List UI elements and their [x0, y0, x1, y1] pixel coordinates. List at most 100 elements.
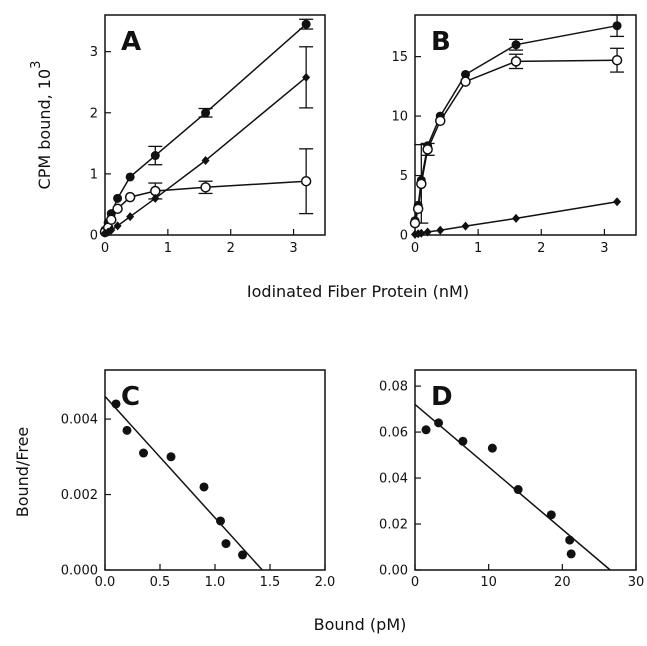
fit-line: [104, 395, 263, 571]
y-tick-label: 0.08: [379, 380, 408, 395]
data-point-filled-circle: [566, 549, 576, 559]
y-tick-label: 0.002: [61, 488, 98, 503]
x-tick-label: 2.0: [315, 575, 336, 590]
data-point-filled-circle: [199, 482, 209, 492]
x-tick-label: 20: [554, 575, 571, 590]
data-point-filled-circle: [565, 535, 575, 545]
y-tick-label: 15: [391, 50, 408, 65]
data-point-diamond: [302, 72, 311, 82]
series-line: [414, 59, 618, 224]
y-tick-label: 10: [391, 110, 408, 125]
data-point-open-circle: [412, 203, 424, 215]
y-tick-label: 2: [90, 106, 98, 121]
x-tick-label: 2: [537, 241, 545, 256]
x-tick-label: 1: [164, 241, 172, 256]
data-point-filled-circle: [546, 510, 556, 520]
y-tick-label: 0.00: [379, 564, 408, 579]
x-tick-label: 30: [628, 575, 645, 590]
data-point-diamond: [107, 225, 116, 235]
y-tick-label: 0.000: [61, 564, 98, 579]
data-point-open-circle: [112, 203, 123, 214]
data-point-diamond: [201, 155, 210, 165]
data-point-filled-circle: [166, 452, 176, 462]
data-point-filled-circle: [125, 172, 135, 182]
x-tick-label: 0.5: [150, 575, 171, 590]
x-tick-label: 10: [480, 575, 497, 590]
x-tick-label: 3: [600, 241, 608, 256]
x-tick-label: 0: [411, 575, 419, 590]
data-point-filled-circle: [122, 425, 132, 435]
data-point-filled-circle: [221, 539, 231, 549]
data-point-diamond: [151, 193, 160, 203]
panel-a-chart: 0 1 2 3 0 1 2 3 A: [90, 14, 326, 256]
y-axis-label-top: CPM bound, 103: [29, 61, 54, 190]
panel-letter: C: [121, 382, 140, 412]
data-point-diamond: [417, 228, 426, 238]
data-point-filled-circle: [113, 193, 123, 203]
data-point-open-circle: [460, 76, 471, 87]
data-point-diamond: [461, 221, 470, 231]
data-point-filled-circle: [238, 550, 247, 560]
data-point-filled-circle: [216, 516, 225, 526]
series-line: [104, 76, 307, 234]
x-tick-label: 0: [411, 241, 419, 256]
data-point-diamond: [126, 212, 135, 222]
data-point-filled-circle: [461, 69, 471, 79]
panel-letter: B: [431, 27, 451, 57]
x-axis-label-top: Iodinated Fiber Protein (nM): [247, 282, 469, 301]
x-tick-label: 1: [474, 241, 482, 256]
data-point-filled-circle: [139, 448, 148, 458]
data-point-open-circle: [435, 115, 446, 127]
plot-frame: [414, 14, 637, 236]
data-point-open-circle: [611, 54, 623, 66]
data-point-filled-circle: [612, 21, 622, 31]
y-tick-label: 5: [400, 169, 408, 184]
x-tick-label: 2: [227, 241, 235, 256]
data-point-open-circle: [200, 182, 211, 193]
y-tick-label: 1: [90, 167, 98, 182]
x-tick-label: 1.5: [260, 575, 281, 590]
y-tick-label: 0: [90, 229, 98, 244]
y-tick-label: 0.06: [379, 426, 408, 441]
x-tick-label: 1.0: [205, 575, 226, 590]
data-point-diamond: [113, 221, 122, 231]
data-point-open-circle: [106, 214, 117, 225]
y-tick-label: 0.02: [379, 518, 408, 533]
data-point-filled-circle: [513, 485, 523, 495]
data-point-filled-circle: [111, 399, 121, 409]
data-point-open-circle: [422, 144, 433, 155]
data-point-filled-circle: [511, 40, 521, 50]
data-point-open-circle: [300, 175, 312, 187]
data-point-filled-circle: [458, 436, 468, 446]
data-point-filled-circle: [421, 425, 431, 435]
panel-d-chart: 0 10 20 30 0.00 0.02 0.04 0.06 0.08 D: [379, 369, 645, 590]
y-tick-label: 3: [90, 45, 98, 60]
data-point-open-circle: [409, 217, 421, 229]
y-tick-label: 0.04: [379, 472, 408, 487]
data-point-diamond: [423, 227, 432, 237]
y-tick-label: 0.004: [61, 413, 98, 428]
data-point-filled-circle: [150, 151, 160, 161]
data-point-diamond: [613, 197, 622, 207]
plot-frame: [104, 14, 326, 236]
data-point-open-circle: [510, 56, 522, 67]
data-point-diamond: [512, 213, 521, 223]
data-point-filled-circle: [301, 19, 311, 29]
x-axis-label-bottom: Bound (pM): [314, 615, 407, 634]
data-point-open-circle: [124, 191, 136, 203]
panel-c-chart: 0.0 0.5 1.0 1.5 2.0 0.000 0.002 0.004 C: [61, 369, 336, 590]
data-point-diamond: [436, 225, 445, 235]
y-axis-label-bottom: Bound/Free: [13, 427, 32, 518]
data-point-filled-circle: [487, 443, 497, 453]
fit-line: [414, 403, 611, 571]
y-tick-label: 0: [400, 229, 408, 244]
panel-letter: D: [431, 382, 453, 412]
x-tick-label: 0.0: [95, 575, 116, 590]
panel-b-chart: 0 1 2 3 0 5 10 15 B: [391, 14, 637, 256]
panel-letter: A: [121, 27, 141, 57]
plot-frame: [414, 369, 637, 571]
data-point-filled-circle: [201, 108, 211, 118]
data-point-open-circle: [416, 178, 427, 190]
x-tick-label: 3: [289, 241, 297, 256]
